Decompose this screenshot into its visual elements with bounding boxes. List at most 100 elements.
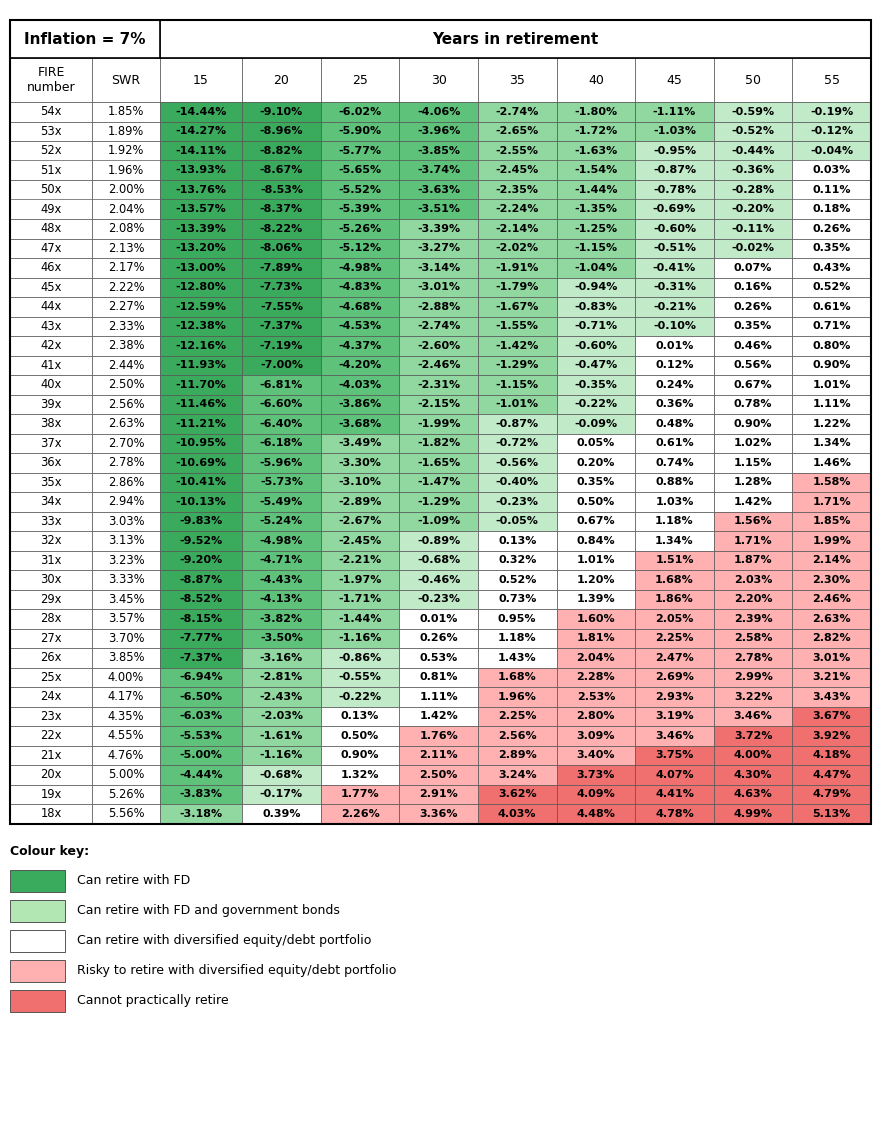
Bar (242, 160, 321, 180)
Text: -1.42%: -1.42% (495, 341, 539, 350)
Text: 4.03%: 4.03% (498, 809, 537, 819)
Bar (478, 628, 557, 647)
Text: 2.63%: 2.63% (107, 417, 144, 431)
Bar (159, 200, 242, 219)
Text: FIRE
number: FIRE number (26, 66, 76, 94)
Text: -8.67%: -8.67% (260, 165, 303, 175)
Bar (557, 375, 635, 394)
Bar (635, 180, 714, 200)
Bar (635, 687, 714, 706)
Bar (792, 492, 871, 512)
Bar (399, 668, 478, 687)
Text: 3.73%: 3.73% (577, 770, 615, 780)
Bar (792, 160, 871, 180)
Text: 1.11%: 1.11% (419, 692, 458, 702)
Bar (159, 647, 242, 668)
Text: 15: 15 (193, 73, 209, 87)
Bar (242, 570, 321, 590)
Bar (399, 375, 478, 394)
Text: 3.13%: 3.13% (107, 534, 144, 547)
Text: 1.28%: 1.28% (734, 477, 773, 487)
Bar (242, 706, 321, 725)
Text: 2.04%: 2.04% (107, 202, 144, 216)
Text: 3.03%: 3.03% (107, 515, 144, 528)
Bar (242, 492, 321, 512)
Bar (10, 869, 65, 892)
Text: -0.23%: -0.23% (417, 594, 460, 605)
Bar (478, 180, 557, 200)
Bar (557, 434, 635, 453)
Text: -11.46%: -11.46% (175, 399, 226, 409)
Bar (10, 160, 93, 180)
Text: -0.59%: -0.59% (731, 106, 774, 116)
Text: 34x: 34x (41, 495, 62, 508)
Bar (635, 375, 714, 394)
Text: 2.27%: 2.27% (107, 301, 144, 313)
Text: -0.60%: -0.60% (574, 341, 618, 350)
Text: 1.01%: 1.01% (812, 380, 851, 390)
Bar (399, 725, 478, 746)
Text: -8.22%: -8.22% (260, 224, 303, 234)
Text: -3.18%: -3.18% (180, 809, 223, 819)
Text: 1.81%: 1.81% (576, 633, 615, 643)
Bar (159, 141, 242, 160)
Bar (242, 258, 321, 278)
Bar (399, 160, 478, 180)
Bar (10, 453, 93, 472)
Text: -1.65%: -1.65% (417, 458, 460, 468)
Text: -1.63%: -1.63% (574, 146, 618, 156)
Bar (93, 590, 159, 609)
Bar (635, 550, 714, 570)
Bar (557, 316, 635, 336)
Bar (159, 102, 242, 122)
Bar (321, 647, 399, 668)
Bar (557, 141, 635, 160)
Bar (399, 472, 478, 492)
Bar (93, 238, 159, 258)
Text: -1.04%: -1.04% (574, 263, 618, 272)
Text: -4.20%: -4.20% (338, 360, 381, 371)
Text: 2.69%: 2.69% (655, 672, 694, 683)
Bar (635, 394, 714, 414)
Text: 2.47%: 2.47% (655, 653, 694, 663)
Text: 4.78%: 4.78% (655, 809, 694, 819)
Bar (321, 58, 399, 102)
Text: 3.46%: 3.46% (734, 711, 773, 721)
Text: -6.18%: -6.18% (260, 438, 303, 449)
Bar (93, 58, 159, 102)
Bar (714, 647, 792, 668)
Bar (635, 570, 714, 590)
Bar (10, 472, 93, 492)
Bar (557, 746, 635, 765)
Bar (159, 278, 242, 297)
Text: -7.19%: -7.19% (260, 341, 303, 350)
Bar (635, 668, 714, 687)
Bar (242, 336, 321, 356)
Bar (792, 550, 871, 570)
Text: 2.28%: 2.28% (576, 672, 615, 683)
Bar (242, 668, 321, 687)
Text: 1.96%: 1.96% (108, 164, 144, 176)
Bar (478, 590, 557, 609)
Text: -0.19%: -0.19% (810, 106, 854, 116)
Bar (93, 668, 159, 687)
Bar (159, 160, 242, 180)
Text: 4.07%: 4.07% (655, 770, 693, 780)
Bar (714, 414, 792, 434)
Bar (321, 570, 399, 590)
Text: 38x: 38x (41, 417, 62, 431)
Bar (159, 609, 242, 628)
Bar (399, 278, 478, 297)
Text: -12.16%: -12.16% (175, 341, 226, 350)
Text: -2.45%: -2.45% (338, 536, 381, 546)
Text: -8.96%: -8.96% (260, 127, 303, 137)
Text: 50: 50 (745, 73, 761, 87)
Text: -12.38%: -12.38% (175, 321, 226, 331)
Bar (321, 492, 399, 512)
Bar (399, 628, 478, 647)
Bar (478, 531, 557, 550)
Text: -6.03%: -6.03% (180, 711, 223, 721)
Text: 4.00%: 4.00% (108, 671, 144, 684)
Text: -0.95%: -0.95% (653, 146, 696, 156)
Bar (10, 550, 93, 570)
